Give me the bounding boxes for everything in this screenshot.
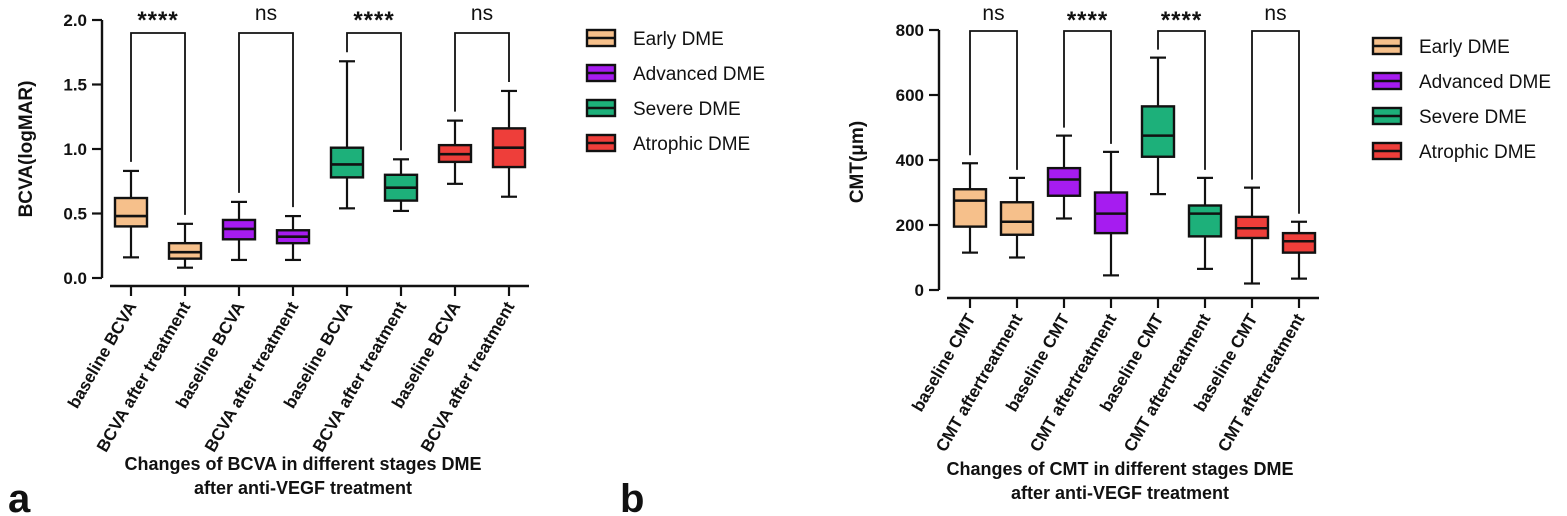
box-plot-6 — [383, 158, 419, 213]
y-tick-label: 0 — [915, 281, 924, 300]
significance-bracket — [969, 30, 1018, 170]
legend-label: Early DME — [1419, 37, 1510, 58]
legend-item: Advanced DME — [1371, 71, 1551, 93]
x-category-label: BCVA after treatment — [93, 298, 195, 455]
y-axis-label: CMT(μm) — [847, 121, 868, 203]
x-category-label: BCVA after treatment — [201, 298, 303, 455]
significance-bracket — [238, 32, 294, 208]
box-plot-8 — [491, 89, 527, 198]
legend-label: Severe DME — [633, 99, 741, 120]
iqr-box — [952, 188, 988, 228]
iqr-box — [329, 146, 365, 179]
significance-label: **** — [353, 7, 394, 34]
box-plot-5 — [329, 60, 365, 210]
y-tick-label: 0.5 — [63, 205, 87, 224]
legend-item: Atrophic DME — [1371, 141, 1536, 163]
panel-label: b — [620, 477, 644, 516]
y-tick-label: 1.5 — [63, 76, 87, 95]
iqr-box — [1046, 166, 1082, 197]
legend-item: Early DME — [585, 28, 724, 50]
legend-label: Advanced DME — [1419, 72, 1551, 93]
y-tick-label: 200 — [896, 216, 924, 235]
chart-title-line: after anti-VEGF treatment — [1011, 483, 1229, 503]
box-plot-1 — [113, 169, 149, 259]
box-plot-3 — [1046, 134, 1082, 220]
legend-label: Atrophic DME — [633, 134, 750, 155]
x-category-label: BCVA after treatment — [309, 298, 411, 455]
legend-label: Early DME — [633, 29, 724, 50]
panel-label: a — [8, 477, 31, 516]
legend-item: Advanced DME — [585, 63, 765, 85]
significance-bracket — [346, 32, 402, 151]
y-tick-label: 2.0 — [63, 11, 87, 30]
chart-title-line: Changes of CMT in different stages DME — [946, 459, 1293, 479]
box-plot-2 — [999, 176, 1035, 259]
significance-bracket — [130, 32, 186, 215]
significance-label: **** — [1161, 7, 1202, 34]
box-plot-6 — [1187, 176, 1223, 270]
box-plot-5 — [1140, 56, 1176, 196]
significance-label: ns — [982, 2, 1004, 25]
iqr-box — [999, 201, 1035, 236]
legend-item: Severe DME — [585, 98, 741, 120]
x-category-label: CMT aftertreatment — [1120, 310, 1215, 455]
legend-item: Atrophic DME — [585, 133, 750, 155]
x-category-label: CMT aftertreatment — [1026, 310, 1121, 455]
significance-bracket — [1251, 30, 1300, 214]
chart-title-line: after anti-VEGF treatment — [194, 478, 412, 498]
significance-label: ns — [471, 2, 493, 25]
chart-title-line: Changes of BCVA in different stages DME — [124, 454, 481, 474]
significance-label: ns — [1264, 2, 1286, 25]
significance-label: **** — [1067, 7, 1108, 34]
significance-bracket — [1063, 30, 1112, 144]
box-plot-7 — [1234, 186, 1270, 285]
box-plot-8 — [1281, 220, 1317, 280]
y-axis-label: BCVA(logMAR) — [16, 81, 37, 218]
y-tick-label: 1.0 — [63, 140, 87, 159]
y-tick-label: 0.0 — [63, 269, 87, 288]
y-tick-label: 400 — [896, 151, 924, 170]
legend-item: Early DME — [1371, 36, 1510, 58]
y-tick-label: 800 — [896, 21, 924, 40]
significance-bracket — [454, 32, 510, 112]
box-plot-2 — [167, 222, 203, 269]
iqr-box — [1140, 105, 1176, 158]
x-category-label: CMT aftertreatment — [1214, 310, 1309, 455]
significance-bracket — [1157, 30, 1206, 170]
box-plot-4 — [1093, 150, 1129, 277]
legend-item: Severe DME — [1371, 106, 1527, 128]
x-category-label: BCVA after treatment — [417, 298, 519, 455]
legend-label: Severe DME — [1419, 107, 1527, 128]
box-plot-1 — [952, 162, 988, 254]
significance-label: **** — [137, 7, 178, 34]
box-plot-3 — [221, 200, 257, 262]
y-tick-label: 600 — [896, 86, 924, 105]
legend-label: Atrophic DME — [1419, 142, 1536, 163]
x-category-label: CMT aftertreatment — [932, 310, 1027, 455]
iqr-box — [113, 196, 149, 228]
legend-label: Advanced DME — [633, 64, 765, 85]
box-plot-4 — [275, 214, 311, 262]
box-plot-7 — [437, 119, 473, 185]
iqr-box — [1187, 204, 1223, 238]
iqr-box — [1281, 231, 1317, 254]
significance-label: ns — [255, 2, 277, 25]
